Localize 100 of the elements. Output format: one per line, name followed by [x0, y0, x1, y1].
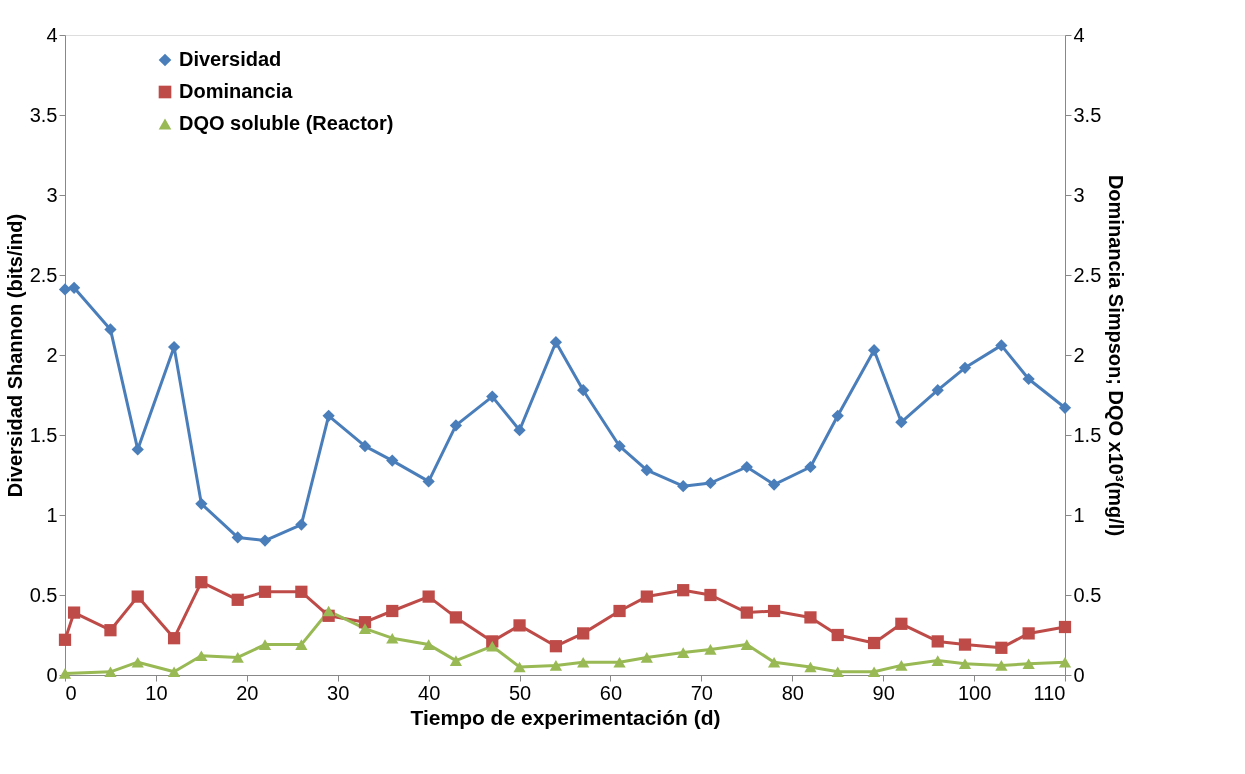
point — [704, 588, 717, 602]
y2-tick-label: 3 — [1073, 183, 1085, 206]
point — [895, 617, 908, 630]
point — [804, 460, 817, 474]
point — [295, 518, 308, 531]
point — [358, 440, 372, 453]
point — [295, 639, 308, 650]
y2-tick-label: 2.5 — [1073, 263, 1102, 286]
y-tick-label: 4 — [46, 23, 58, 46]
y2-tick-label: 1.5 — [1073, 423, 1102, 446]
point — [767, 656, 781, 668]
point — [613, 656, 626, 668]
y-tick-label: 1 — [46, 503, 58, 526]
x-tick-label: 90 — [872, 681, 895, 704]
y2-tick-label: 3.5 — [1073, 103, 1102, 126]
point — [513, 661, 526, 673]
point — [1058, 620, 1072, 634]
point — [58, 668, 72, 679]
point — [640, 590, 653, 603]
x-tick-label: 100 — [957, 681, 992, 704]
x-tick-label: 40 — [418, 681, 441, 704]
x-tick-label: 110 — [1033, 681, 1066, 704]
point — [422, 590, 435, 603]
x-tick-label: 0 — [65, 681, 77, 704]
x-tick-label: 60 — [599, 681, 623, 704]
point — [958, 658, 972, 670]
y-axis-title: Diversidad Shannon (bits/ind) — [3, 213, 26, 498]
point — [231, 652, 244, 663]
point — [895, 416, 908, 429]
y-tick-label: 3.5 — [29, 103, 58, 126]
point — [995, 641, 1008, 654]
point — [1022, 372, 1035, 386]
y2-tick-label: 0 — [1073, 663, 1085, 686]
point — [167, 632, 181, 645]
y2-tick-label: 0.5 — [1073, 583, 1102, 606]
point — [767, 478, 781, 491]
point — [449, 611, 463, 624]
point — [422, 475, 435, 488]
point — [104, 323, 117, 336]
point — [677, 647, 690, 658]
x-tick-label: 10 — [145, 681, 168, 704]
point — [195, 650, 208, 662]
y-tick-label: 2.5 — [29, 263, 58, 286]
point — [1058, 401, 1072, 414]
x-axis-title: Tiempo de experimentación (d) — [410, 705, 721, 729]
y2-tick-label: 1 — [1073, 503, 1085, 526]
point — [104, 624, 117, 637]
point — [867, 666, 881, 678]
y-tick-label: 1.5 — [29, 423, 58, 446]
point — [195, 497, 208, 510]
y2-tick-label: 4 — [1073, 23, 1085, 46]
point — [549, 336, 563, 349]
point — [1022, 627, 1035, 640]
point — [67, 281, 81, 294]
point — [577, 656, 590, 668]
x-tick-label: 70 — [690, 681, 713, 704]
point — [677, 480, 690, 493]
point — [931, 384, 944, 397]
point — [995, 660, 1008, 671]
point — [867, 344, 881, 357]
point — [131, 656, 144, 668]
point — [322, 605, 335, 617]
point — [931, 635, 944, 648]
x-tick-label: 20 — [236, 681, 259, 704]
point — [231, 593, 244, 606]
legend-label: Diversidad — [179, 48, 282, 70]
point — [67, 606, 81, 619]
point — [1058, 656, 1072, 668]
point — [577, 627, 590, 640]
point — [831, 666, 844, 678]
point — [258, 534, 272, 547]
point — [386, 632, 399, 644]
y-tick-label: 0 — [46, 663, 58, 686]
point — [258, 585, 272, 598]
point — [258, 639, 272, 650]
legend-label: Dominancia — [179, 80, 294, 102]
point — [549, 660, 563, 671]
point — [58, 633, 72, 646]
point — [386, 454, 399, 467]
point — [104, 666, 117, 678]
x-tick-label: 30 — [327, 681, 350, 704]
point — [322, 409, 335, 422]
point — [195, 576, 208, 589]
y-tick-label: 3 — [46, 183, 58, 206]
point — [831, 409, 844, 422]
point — [513, 424, 526, 437]
point — [895, 660, 908, 671]
point — [358, 623, 372, 634]
point — [704, 476, 717, 490]
point — [577, 384, 590, 397]
point — [804, 611, 817, 624]
point — [958, 361, 972, 374]
point — [549, 640, 563, 653]
point — [740, 606, 753, 619]
point — [613, 440, 626, 453]
y2-tick-label: 2 — [1073, 343, 1085, 366]
point — [422, 639, 435, 650]
point — [131, 590, 144, 603]
point — [449, 419, 463, 432]
point — [295, 585, 308, 598]
